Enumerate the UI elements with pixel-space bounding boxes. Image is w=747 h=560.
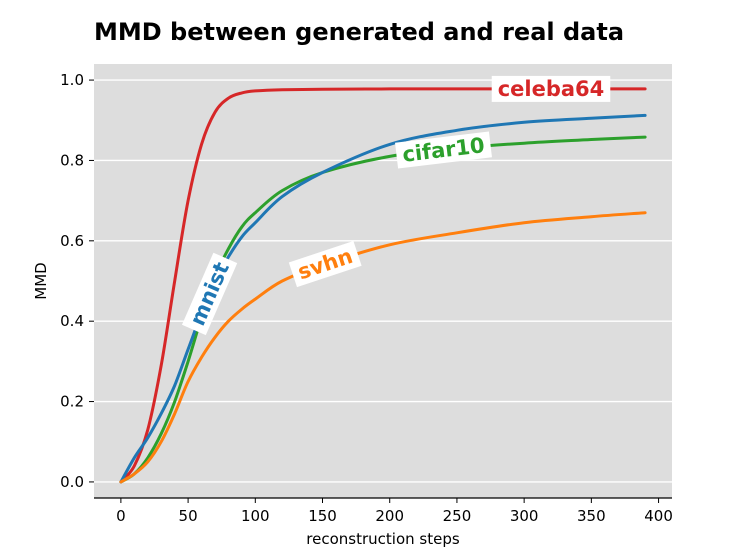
x-tick-label: 100: [241, 507, 270, 525]
series-label-celeba64: celeba64: [498, 77, 605, 101]
y-tick-label: 0.6: [60, 232, 84, 250]
series-label-bg-celeba64: [491, 75, 611, 102]
x-tick-label: 300: [510, 507, 539, 525]
chart-title: MMD between generated and real data: [94, 18, 624, 46]
series-line-mnist: [119, 113, 647, 484]
x-tick-label: 400: [644, 507, 673, 525]
x-tick-label: 50: [179, 507, 198, 525]
x-tick-label: 250: [443, 507, 472, 525]
plot-area: [94, 64, 672, 498]
series-line-celeba64: [119, 87, 647, 484]
y-tick-label: 0.2: [60, 393, 84, 411]
x-tick-label: 350: [577, 507, 606, 525]
series-label-bg-mnist: [181, 252, 238, 336]
y-tick-label: 0.8: [60, 151, 84, 169]
series-label-bg-svhn: [288, 241, 362, 288]
y-axis-label: MMD: [32, 262, 50, 299]
x-tick-label: 0: [116, 507, 126, 525]
axes: 0 50 100 150 200 250 300 350 400 0.0 0.2 0.4 0.6 0.8 1…: [60, 71, 673, 525]
series-line-svhn: [119, 211, 647, 484]
y-tick-label: 1.0: [60, 71, 84, 89]
x-tick-label: 150: [308, 507, 337, 525]
x-axis-label: reconstruction steps: [306, 530, 460, 548]
y-tick-label: 0.0: [60, 473, 84, 491]
series-label-bg-cifar10: [395, 131, 492, 169]
x-tick-label: 200: [375, 507, 404, 525]
y-tick-label: 0.4: [60, 312, 84, 330]
series-label-group-celeba64: celeba64: [491, 75, 611, 102]
